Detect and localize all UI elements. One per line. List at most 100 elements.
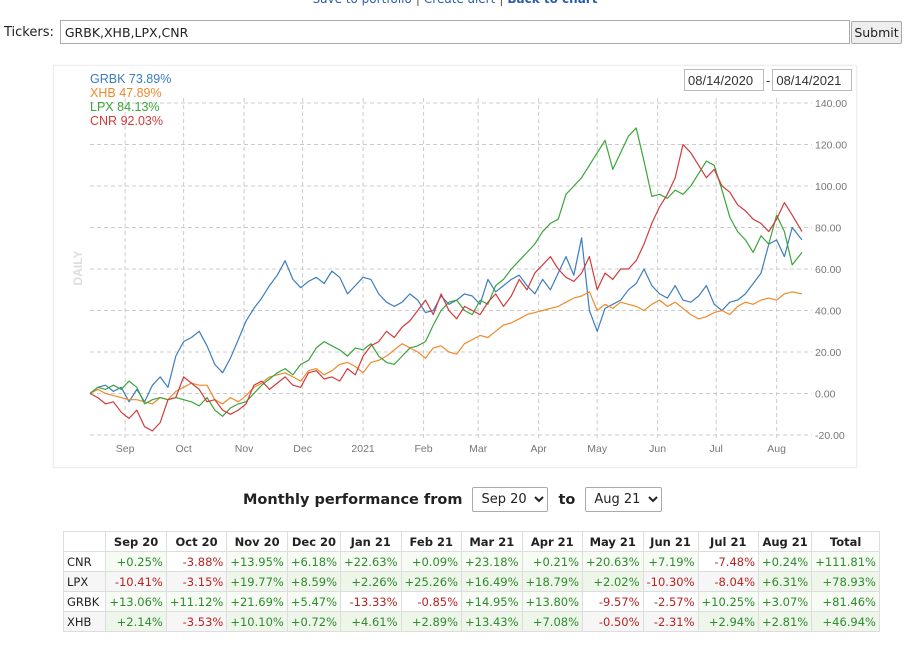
table-row: GRBK +13.06% +11.12% +21.69% +5.47% -13.33% -0… bbox=[62, 591, 880, 612]
performance-cell: +10.10% bbox=[226, 611, 288, 632]
date-separator: - bbox=[766, 72, 771, 88]
table-row: XHB +2.14% -3.53% +10.10% +0.72% +4.61% +2.89%… bbox=[62, 611, 880, 632]
monthly-performance-table: Sep 20 Oct 20 Nov 20 Dec 20 Jan 21 Feb 21 Mar … bbox=[62, 531, 880, 632]
performance-cell: +2.89% bbox=[400, 611, 463, 632]
to-month-select[interactable]: Aug 21 bbox=[585, 487, 663, 512]
performance-cell: +2.14% bbox=[105, 611, 167, 632]
monthly-performance-title: Monthly performance from bbox=[243, 491, 463, 508]
date-range: - bbox=[684, 69, 853, 91]
column-header: May 21 bbox=[582, 531, 644, 552]
column-header: Sep 20 bbox=[105, 531, 167, 552]
performance-cell: +13.80% bbox=[521, 591, 584, 612]
performance-cell: +21.69% bbox=[226, 591, 288, 612]
table-row: LPX -10.41% -3.15% +19.77% +8.59% +2.26% +25.2… bbox=[62, 571, 880, 592]
performance-cell: +11.12% bbox=[165, 591, 228, 612]
legend-ticker: LPX bbox=[90, 100, 114, 114]
column-header: Apr 21 bbox=[521, 531, 584, 552]
y-tick-label: 20.00 bbox=[815, 347, 841, 359]
column-header: Jun 21 bbox=[642, 531, 699, 552]
from-month-select[interactable]: Sep 20 bbox=[472, 487, 549, 512]
create-alert-link[interactable]: Create alert bbox=[424, 0, 495, 6]
y-tick-label: 140.00 bbox=[815, 98, 847, 110]
to-label: to bbox=[558, 491, 576, 508]
monthly-performance-header: Monthly performance from Sep 20 to Aug 2… bbox=[243, 487, 672, 512]
performance-cell: +111.81% bbox=[811, 551, 880, 572]
x-tick-label: Sep bbox=[116, 443, 135, 455]
table-header-row: Sep 20 Oct 20 Nov 20 Dec 20 Jan 21 Feb 21 Mar … bbox=[62, 531, 880, 552]
performance-cell: +19.77% bbox=[226, 571, 288, 592]
column-header: Jul 21 bbox=[697, 531, 760, 552]
y-tick-label: 100.00 bbox=[815, 181, 847, 193]
performance-cell: +7.19% bbox=[642, 551, 699, 572]
series-line-lpx[interactable] bbox=[89, 127, 803, 417]
y-tick-label: 60.00 bbox=[815, 264, 841, 276]
performance-cell: +25.26% bbox=[400, 571, 463, 592]
performance-cell: +16.49% bbox=[461, 571, 523, 592]
performance-cell: +23.18% bbox=[461, 551, 523, 572]
performance-cell: -3.88% bbox=[165, 551, 228, 572]
x-tick-label: 2021 bbox=[351, 443, 375, 455]
legend-item-cnr[interactable]: CNR 92.03% bbox=[90, 114, 171, 128]
x-tick-label: Oct bbox=[175, 443, 191, 455]
y-axis-label: DAILY bbox=[71, 251, 85, 286]
ticker-cell: LPX bbox=[62, 571, 107, 592]
chart-container bbox=[53, 65, 857, 468]
y-tick-label: -20.00 bbox=[815, 430, 845, 442]
y-tick-label: 120.00 bbox=[815, 140, 847, 152]
performance-cell: +0.21% bbox=[521, 551, 584, 572]
series-line-cnr[interactable] bbox=[89, 143, 803, 432]
back-to-chart-link[interactable]: Back to chart bbox=[507, 0, 597, 6]
legend-change: 47.89% bbox=[119, 86, 162, 100]
ticker-cell: XHB bbox=[62, 611, 107, 632]
tickers-input[interactable] bbox=[59, 20, 850, 44]
legend-item-xhb[interactable]: XHB 47.89% bbox=[90, 86, 171, 100]
performance-cell: -8.04% bbox=[697, 571, 760, 592]
performance-cell: -7.48% bbox=[697, 551, 760, 572]
column-header: Nov 20 bbox=[226, 531, 288, 552]
performance-cell: +8.59% bbox=[286, 571, 342, 592]
tickers-row: Tickers: bbox=[4, 20, 850, 44]
ticker-cell: GRBK bbox=[62, 591, 107, 612]
date-to-input[interactable] bbox=[772, 69, 853, 91]
x-tick-label: May bbox=[587, 443, 608, 455]
line-chart: DAILY 140.00 120.00 100.00 80.00 60.00 40.00 2… bbox=[71, 98, 847, 455]
x-tick-label: Feb bbox=[415, 443, 433, 455]
y-tick-label: 40.00 bbox=[815, 306, 841, 318]
column-header: Oct 20 bbox=[165, 531, 228, 552]
performance-cell: -3.15% bbox=[165, 571, 228, 592]
series-line-xhb[interactable] bbox=[89, 291, 803, 405]
performance-cell: -10.41% bbox=[105, 571, 167, 592]
tickers-label: Tickers: bbox=[4, 24, 54, 40]
performance-cell: +22.63% bbox=[340, 551, 402, 572]
submit-button[interactable]: Submit bbox=[851, 21, 902, 44]
legend-change: 92.03% bbox=[120, 114, 163, 128]
column-header: Dec 20 bbox=[286, 531, 342, 552]
legend-ticker: GRBK bbox=[90, 72, 126, 86]
save-to-portfolio-link[interactable]: Save to portfolio bbox=[313, 0, 412, 6]
y-tick-label: 80.00 bbox=[815, 223, 841, 235]
x-tick-label: Aug bbox=[767, 443, 786, 455]
x-tick-label: Jul bbox=[709, 443, 722, 455]
performance-cell: +18.79% bbox=[521, 571, 584, 592]
column-header: Mar 21 bbox=[461, 531, 523, 552]
column-header: Total bbox=[811, 531, 880, 552]
performance-cell: -2.57% bbox=[642, 591, 699, 612]
legend-ticker: CNR bbox=[90, 114, 118, 128]
performance-cell: +13.95% bbox=[226, 551, 288, 572]
legend-item-grbk[interactable]: GRBK 73.89% bbox=[90, 72, 171, 86]
performance-cell: +14.95% bbox=[461, 591, 523, 612]
x-tick-label: Dec bbox=[293, 443, 312, 455]
performance-cell: +2.26% bbox=[340, 571, 402, 592]
top-links: Save to portfolio | Create alert | Back to c… bbox=[0, 0, 910, 6]
performance-cell: -0.85% bbox=[400, 591, 463, 612]
performance-cell: +10.25% bbox=[697, 591, 760, 612]
performance-cell: +0.72% bbox=[286, 611, 342, 632]
column-header-empty bbox=[62, 531, 107, 552]
legend-item-lpx[interactable]: LPX 84.13% bbox=[90, 100, 171, 114]
performance-cell: +20.63% bbox=[582, 551, 644, 572]
series-line-grbk[interactable] bbox=[89, 226, 803, 403]
performance-cell: -13.33% bbox=[340, 591, 402, 612]
date-from-input[interactable] bbox=[684, 69, 764, 91]
performance-cell: -9.57% bbox=[582, 591, 644, 612]
link-separator: | bbox=[416, 0, 420, 6]
